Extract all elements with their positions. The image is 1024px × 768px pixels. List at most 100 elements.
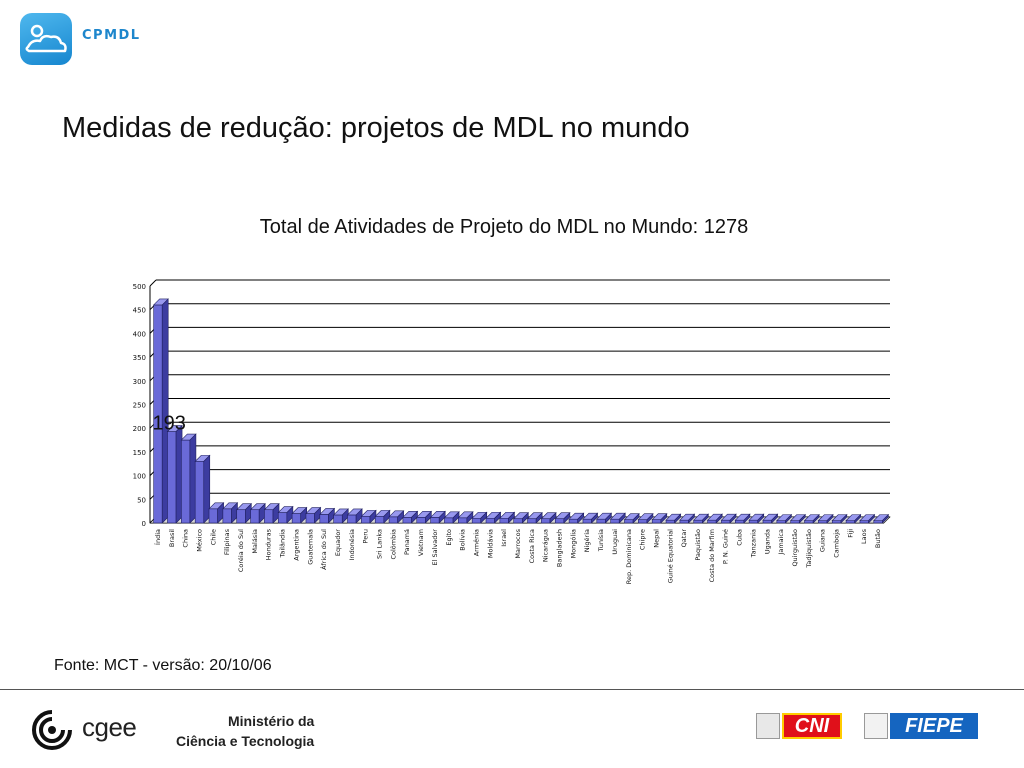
bar — [194, 454, 211, 524]
bar — [748, 513, 765, 524]
x-tick-label: Uruguai — [611, 529, 619, 555]
bar — [609, 512, 626, 524]
x-tick-label: Nicarágua — [542, 529, 550, 562]
x-tick-label: Bangladesh — [556, 529, 564, 567]
bar — [596, 512, 613, 524]
x-tick-label: Qatar — [680, 529, 688, 548]
x-tick-label: Tanzania — [749, 529, 757, 558]
bar — [291, 506, 308, 524]
bar — [554, 512, 571, 524]
bar — [762, 513, 779, 524]
x-tick-label: Jamaica — [777, 529, 785, 556]
y-tick-label: 300 — [133, 378, 146, 386]
y-tick-label: 200 — [133, 425, 146, 433]
x-tick-label: Costa Rica — [528, 529, 536, 563]
cni-emblem-icon — [756, 713, 780, 739]
x-tick-label: Nigéria — [583, 529, 591, 552]
x-tick-label: Sri Lanka — [376, 529, 384, 559]
x-tick-label: Rep. Dominicana — [625, 529, 633, 584]
x-tick-label: Armênia — [472, 529, 480, 556]
cni-logo-text: CNI — [782, 713, 842, 739]
x-tick-label: Guiné Equatorial — [666, 529, 674, 583]
cgee-swirl-icon — [32, 710, 72, 750]
x-tick-label: Equador — [334, 529, 342, 556]
x-tick-label: Tunísia — [597, 529, 605, 552]
bar — [665, 513, 682, 524]
bar — [277, 505, 294, 524]
bar — [471, 511, 488, 524]
x-tick-label: Tadjiquistão — [805, 529, 813, 569]
x-tick-label: Peru — [362, 529, 370, 543]
x-tick-label: P. N. Guiné — [722, 529, 730, 564]
page-title: Medidas de redução: projetos de MDL no m… — [62, 112, 690, 144]
bar — [540, 512, 557, 524]
x-tick-label: Indonésia — [348, 529, 356, 560]
bar — [236, 503, 253, 524]
bar — [623, 512, 640, 524]
ministry-line-2: Ciência e Tecnologia — [176, 733, 315, 749]
x-tick-label: Paquistão — [694, 529, 702, 561]
x-tick-label: Cuba — [736, 529, 744, 546]
bar — [443, 511, 460, 524]
bar — [499, 511, 516, 524]
x-tick-label: Honduras — [265, 528, 273, 560]
bar — [249, 503, 266, 524]
y-tick-label: 500 — [133, 283, 146, 291]
x-tick-label: Costa do Marfim — [708, 529, 716, 582]
x-tick-label: Quirguistão — [791, 529, 799, 567]
bar-chart: 0 50 100 150 200 250 300 350 400 450 500 Índia Brasi… — [133, 279, 891, 584]
x-tick-label: Uganda — [763, 529, 771, 554]
logo-text: CPMDL — [82, 28, 141, 43]
x-tick-label: Nepal — [652, 529, 660, 548]
bar — [346, 508, 363, 524]
cgee-logo-text: cgee — [82, 712, 137, 742]
y-tick-label: 0 — [142, 520, 146, 528]
y-tick-label: 50 — [137, 496, 146, 504]
x-tick-label: Chipre — [639, 529, 647, 550]
x-tick-label: Guiana — [819, 529, 827, 552]
grid-depth-line — [149, 279, 157, 287]
bar — [582, 512, 599, 524]
bar — [568, 512, 585, 524]
bar — [803, 513, 820, 524]
bar — [873, 513, 890, 524]
x-tick-label: África do Sul — [319, 529, 328, 570]
y-tick-label: 350 — [133, 354, 146, 362]
bar — [512, 512, 530, 524]
bar — [166, 424, 183, 524]
bar — [859, 513, 876, 524]
bar — [817, 513, 834, 524]
bar — [208, 502, 225, 524]
ministry-line-1: Ministério da — [228, 713, 315, 729]
x-tick-label: Marrocos — [514, 528, 522, 558]
bar — [263, 503, 280, 524]
bar — [374, 509, 391, 524]
bar — [831, 513, 848, 524]
x-tick-label: Camboja — [833, 529, 841, 558]
y-tick-label: 250 — [133, 402, 146, 410]
bar — [720, 513, 737, 524]
x-tick-label: Chile — [209, 529, 217, 545]
bar — [637, 512, 654, 524]
y-tick-label: 400 — [133, 330, 146, 338]
chart-title: Total de Atividades de Projeto do MDL no… — [259, 216, 749, 238]
x-tick-label: China — [182, 529, 190, 548]
x-tick-label: Índia — [153, 529, 162, 545]
x-tick-label: Panamá — [403, 529, 411, 555]
x-tick-label: Butão — [874, 529, 882, 548]
x-tick-label: Malásia — [251, 529, 259, 554]
x-tick-label: Fiji — [846, 529, 854, 538]
footer-divider — [0, 689, 1024, 690]
y-tick-label: 450 — [133, 307, 146, 315]
bar — [693, 513, 710, 524]
x-tick-label: Filipinas — [223, 528, 231, 555]
x-tick-label: Brasil — [168, 529, 176, 547]
bar — [360, 509, 377, 524]
x-tick-label: Guatemala — [306, 529, 314, 565]
x-tick-label: México — [195, 529, 203, 552]
bar — [526, 512, 543, 524]
bar — [734, 513, 751, 524]
data-label: 193 — [152, 413, 185, 435]
x-tick-label: Mongólia — [569, 529, 577, 558]
source-note: Fonte: MCT - versão: 20/10/06 — [54, 657, 272, 674]
